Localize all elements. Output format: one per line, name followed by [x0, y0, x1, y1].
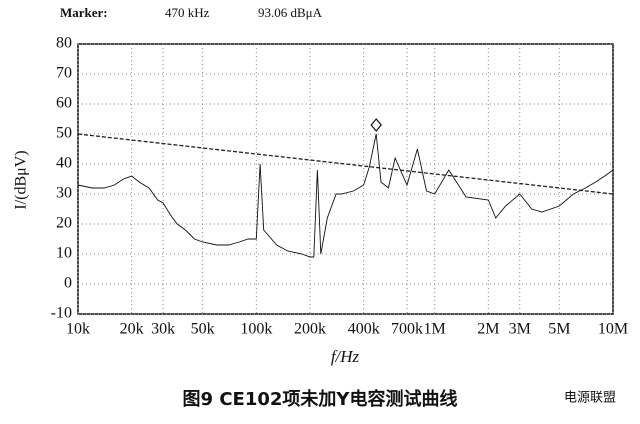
x-tick-label: 50k	[191, 321, 215, 338]
y-tick-label: 0	[64, 275, 72, 292]
y-tick-label: -10	[51, 305, 72, 322]
x-tick-label: 10k	[66, 321, 90, 338]
x-axis-label: f/Hz	[331, 347, 360, 366]
series-line	[77, 133, 614, 258]
x-tick-label: 2M	[477, 321, 499, 338]
y-tick-label: 30	[56, 185, 72, 202]
x-tick-label: 700k	[391, 321, 423, 338]
y-tick-label: 50	[56, 125, 72, 142]
x-tick-label: 5M	[548, 321, 570, 338]
y-axis-label: I/(dBμV)	[13, 150, 30, 209]
marker-label: Marker:	[60, 5, 108, 20]
plot-frame	[77, 43, 614, 315]
x-tick-label: 10M	[598, 321, 628, 338]
y-tick-label: 60	[56, 95, 72, 112]
marker-level: 93.06 dBμA	[258, 5, 323, 20]
y-tick-label: 80	[56, 35, 72, 52]
x-tick-label: 3M	[509, 321, 531, 338]
y-tick-label: 20	[56, 215, 72, 232]
x-tick-label: 20k	[120, 321, 144, 338]
y-tick-label: 40	[56, 155, 72, 172]
x-tick-label: 1M	[424, 321, 446, 338]
x-tick-label: 400k	[348, 321, 380, 338]
caption: 图9 CE102项未加Y电容测试曲线	[183, 388, 458, 410]
x-tick-label: 100k	[240, 321, 272, 338]
x-tick-label: 30k	[151, 321, 175, 338]
marker-freq: 470 kHz	[165, 5, 210, 20]
watermark: 电源联盟	[564, 391, 616, 406]
y-tick-label: 10	[56, 245, 72, 262]
marker-diamond	[370, 118, 382, 132]
x-tick-label: 200k	[294, 321, 326, 338]
y-tick-label: 70	[56, 65, 72, 82]
